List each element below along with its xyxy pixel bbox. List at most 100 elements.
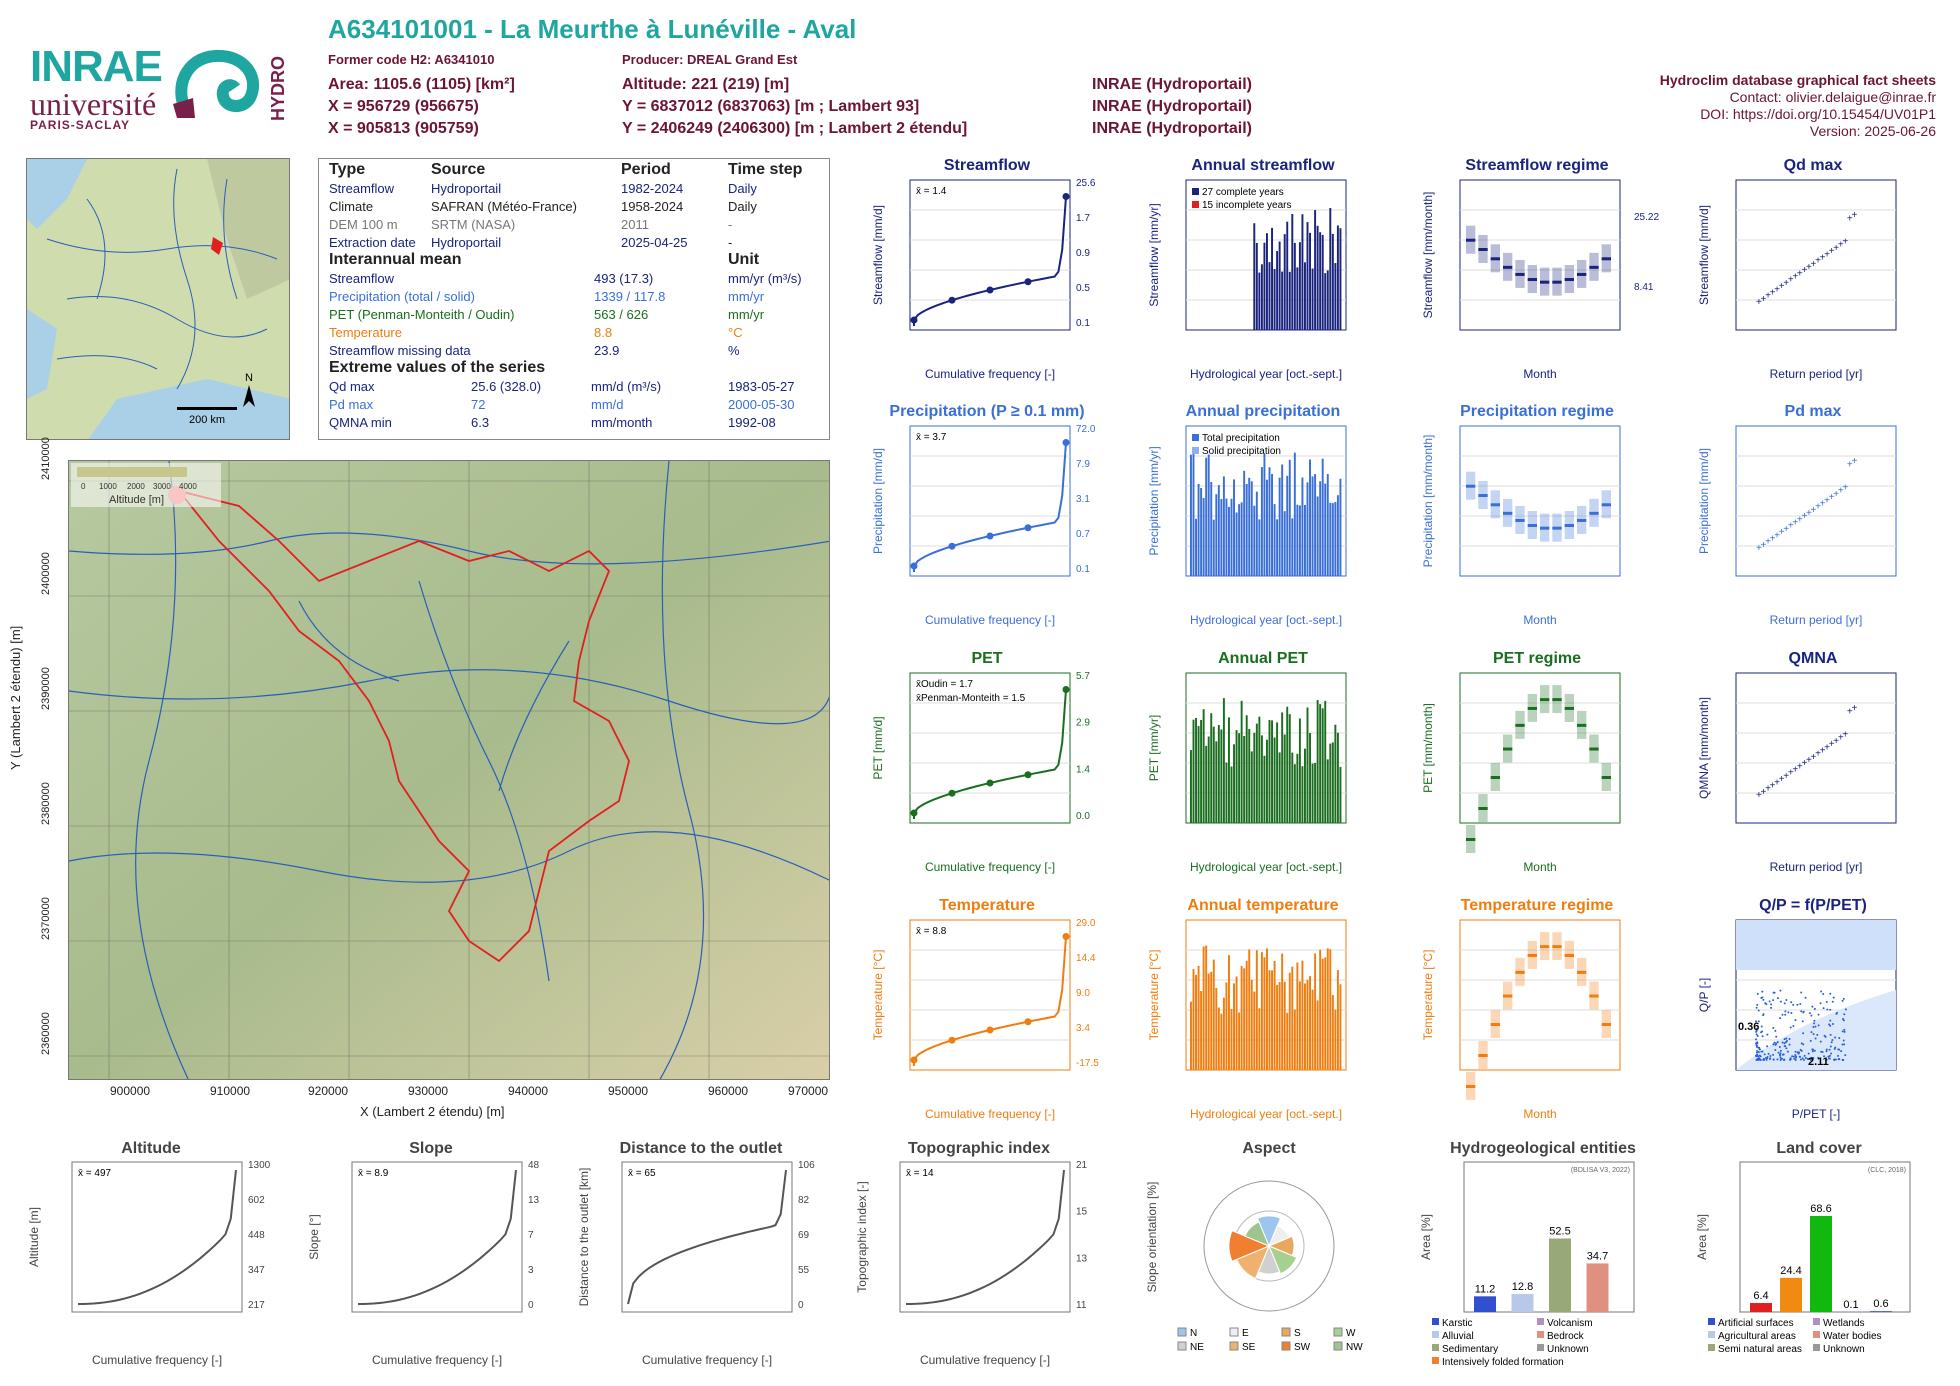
annual-bar <box>1253 992 1255 1070</box>
cell: Temperature <box>329 325 594 340</box>
annual-bar <box>1301 478 1303 576</box>
scatter-point <box>1820 990 1822 992</box>
annual-bar <box>1294 243 1296 330</box>
annual-bar <box>1200 991 1202 1070</box>
chart-panel: TemperatureCumulative frequency [-]Tempe… <box>862 892 1112 1132</box>
scatter-point <box>1810 1040 1812 1042</box>
return-period-point: + <box>1842 730 1848 741</box>
legend-swatch <box>1192 188 1199 195</box>
y-tick: 2370000 <box>40 897 52 940</box>
quantile-point <box>949 1037 956 1044</box>
cell: 6.3 <box>471 415 591 430</box>
y-axis-label: Temperature [°C] <box>1421 950 1435 1041</box>
annual-bar <box>1213 960 1215 1070</box>
mean-label: x̄Oudin = 1.7 <box>916 679 973 690</box>
y-axis-label: Area [%] <box>1695 1214 1709 1260</box>
quantile-point <box>1063 439 1070 446</box>
y-axis-label: Temperature [°C] <box>1147 950 1161 1041</box>
scatter-point <box>1789 1059 1791 1061</box>
annual-bar <box>1203 946 1205 1070</box>
annual-bar <box>1205 946 1207 1070</box>
scatter-point <box>1842 1018 1844 1020</box>
scatter-point <box>1834 1036 1836 1038</box>
cell: - <box>728 217 732 232</box>
table-row: Pd max 72 mm/d 2000-05-30 <box>329 395 819 413</box>
scatter-point <box>1756 1059 1758 1061</box>
annual-bar <box>1279 982 1281 1070</box>
cell: Precipitation (total / solid) <box>329 289 594 304</box>
catchment-panel: Land coverArea [%](CLC, 2018)6.424.468.6… <box>1688 1136 1950 1384</box>
chart-panel: Annual precipitationHydrological year [o… <box>1138 398 1388 638</box>
scatter-point <box>1810 1015 1812 1017</box>
info-header: Type Source Period Time step <box>329 161 819 179</box>
x-axis-label: Cumulative frequency [-] <box>925 367 1055 381</box>
catchment-panel: AspectSlope orientation [%]N E S WNE SE SW NW <box>1138 1136 1400 1384</box>
scatter-point <box>1760 1055 1762 1057</box>
scatter-point <box>1767 1056 1769 1058</box>
regime-median <box>1589 748 1598 751</box>
annual-bar <box>1198 484 1200 576</box>
scatter-point <box>1822 993 1824 995</box>
scatter-point <box>1817 1014 1819 1016</box>
y-axis-label: PET [mm/yr] <box>1147 715 1161 781</box>
legend-swatch <box>1178 1328 1186 1336</box>
cell: Hydroportail <box>431 235 621 250</box>
annual-bar <box>1223 998 1225 1070</box>
annual-bar <box>1215 494 1217 576</box>
table-row: PET (Penman-Monteith / Oudin) 563 / 626 mm… <box>329 305 819 323</box>
bar-value: 6.4 <box>1753 1290 1768 1302</box>
legend-label: Alluvial <box>1442 1331 1474 1342</box>
catchment-panel: Topographic index Topographic index [-] x̄… <box>848 1136 1110 1384</box>
legend-swatch <box>1708 1331 1715 1338</box>
scatter-point <box>1774 1049 1776 1051</box>
annual-bar <box>1208 737 1210 823</box>
terrain-map: 0 1000 2000 3000 4000 Altitude [m] <box>69 461 830 1080</box>
right-tick: 3.1 <box>1076 494 1090 505</box>
db-info: Hydroclim database graphical fact sheets… <box>1660 72 1936 140</box>
legend-swatch <box>1537 1331 1544 1338</box>
annual-bar <box>1332 503 1334 576</box>
x-axis-label: Cumulative frequency [-] <box>925 1107 1055 1121</box>
annual-bar <box>1263 454 1265 576</box>
scatter-point <box>1770 1003 1772 1005</box>
annual-bar <box>1291 518 1293 576</box>
regime-median <box>1466 838 1475 841</box>
quantile-point <box>949 297 956 304</box>
annual-bar <box>1332 742 1334 823</box>
north-label: N <box>245 372 253 384</box>
annual-bar <box>1322 459 1324 576</box>
annual-bar <box>1220 499 1222 576</box>
annual-bar <box>1258 519 1260 576</box>
scatter-point <box>1773 1059 1775 1061</box>
map-xticks: 900000 910000 920000 930000 940000 95000… <box>68 1084 830 1100</box>
scatter-point <box>1842 1030 1844 1032</box>
legend-label: N <box>1190 1328 1197 1339</box>
scatter-point <box>1800 1049 1802 1051</box>
annual-bar <box>1314 210 1316 330</box>
scatter-point <box>1793 1056 1795 1058</box>
cell: QMNA min <box>329 415 471 430</box>
bar-value: 11.2 <box>1475 1283 1496 1295</box>
annual-bar <box>1190 455 1192 576</box>
legend-tick: 3000 <box>153 482 171 491</box>
right-tick: 7 <box>528 1230 534 1241</box>
annual-bar <box>1205 746 1207 823</box>
bar <box>1750 1303 1772 1312</box>
annual-bar <box>1317 496 1319 576</box>
mean-label: x̄Penman-Monteith = 1.5 <box>916 693 1026 704</box>
regime-median <box>1491 776 1500 779</box>
scatter-point <box>1799 1003 1801 1005</box>
scatter-point <box>1795 1057 1797 1059</box>
cell: Streamflow missing data <box>329 343 594 358</box>
scatter-point <box>1789 1038 1791 1040</box>
regime-median <box>1503 266 1512 269</box>
panel-title: Qd max <box>1784 157 1843 174</box>
cell: 1958-2024 <box>621 199 728 214</box>
source-3: INRAE (Hydroportail) <box>1092 120 1252 138</box>
annual-bar <box>1289 973 1291 1070</box>
right-tick: 3 <box>528 1265 534 1276</box>
quantile-point <box>911 1057 918 1064</box>
right-tick: 0.9 <box>1076 248 1090 259</box>
annual-bar <box>1266 233 1268 330</box>
regime-median <box>1515 971 1524 974</box>
